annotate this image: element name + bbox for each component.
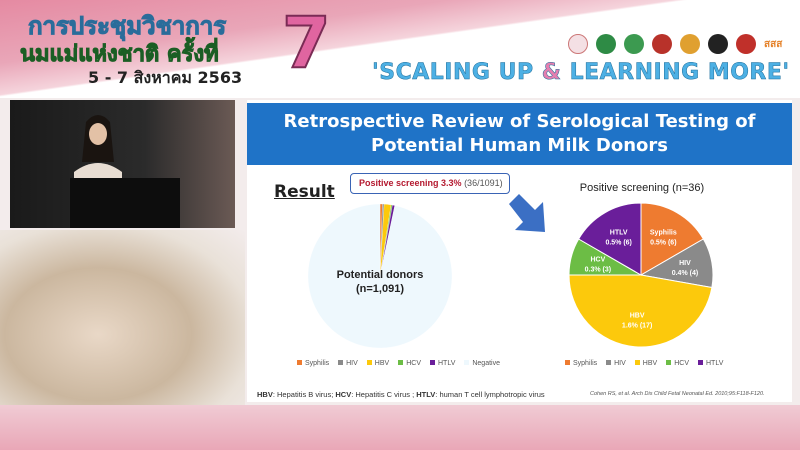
sponsor-logos: สสส: [568, 34, 782, 54]
event-slogan: 'SCALING UP & LEARNING MORE': [372, 60, 790, 86]
footnote-abbr: HTLV: [416, 390, 436, 399]
royal-emblem-icon: [652, 34, 672, 54]
legend-swatch: [565, 360, 570, 365]
donors-pie-legend: Syphilis HIV HBV HCV HTLV Negative: [297, 360, 500, 367]
crest-logo-icon: [680, 34, 700, 54]
footnote-abbr: HCV: [335, 390, 352, 399]
event-title-line1: การประชุมวิชาการ: [27, 12, 227, 41]
thaihealth-logo: สสส: [764, 38, 783, 50]
data-label-hiv: HIV: [679, 260, 691, 267]
data-label-hbv: 1.6% (17): [622, 322, 652, 329]
legend-item-htlv: HTLV: [697, 360, 723, 367]
legend-swatch: [666, 360, 672, 365]
data-label-syphilis: Syphilis: [650, 229, 677, 236]
pie-slice-hbv: [569, 274, 713, 347]
legend-swatch: [697, 360, 703, 365]
positive-pie-legend: Syphilis HIV HBV HCV HTLV: [565, 360, 723, 367]
presentation-slide: Retrospective Review of Serological Test…: [247, 100, 792, 402]
legend-item-hbv: HBV: [366, 360, 389, 367]
legend-swatch: [366, 360, 372, 365]
arrow-icon: [509, 194, 545, 232]
edition-number: 7: [281, 1, 332, 85]
data-label-hcv: 0.3% (3): [585, 266, 611, 273]
data-label-htlv: 0.5% (6): [605, 239, 631, 246]
legend-item-hcv: HCV: [398, 360, 421, 367]
abbreviations-footnote: HBV: Hepatitis B virus; HCV: Hepatitis C…: [257, 390, 545, 399]
background-child-photo: [0, 230, 245, 420]
legend-swatch: [634, 360, 640, 365]
pie-slice-htlv: [577, 203, 642, 276]
donors-pie-chart: [308, 204, 452, 348]
pie-slice-syphilis: [640, 203, 705, 276]
health-dept-logo-icon: [624, 34, 644, 54]
data-label-hcv: HCV: [590, 256, 605, 263]
moph-logo-icon: [596, 34, 616, 54]
legend-swatch: [606, 360, 612, 365]
citation: Cohen RS, et al. Arch Dis Child Fetal Ne…: [590, 391, 765, 397]
footnote-abbr: HBV: [257, 390, 273, 399]
legend-swatch: [338, 360, 344, 365]
event-title-line2: นมแม่แห่งชาติ ครั้งที่: [20, 42, 220, 68]
mother-logo-icon: [568, 34, 588, 54]
positive-pie-chart: Syphilis 0.5% (6) HIV 0.4% (4) HBV 1.6% (17) H…: [569, 203, 713, 347]
slide-title: Retrospective Review of Serological Test…: [247, 103, 792, 165]
legend-item-syphilis: Syphilis: [565, 360, 597, 367]
positive-callout: Positive screening 3.3% (36/1091): [350, 173, 510, 194]
donors-pie-label: Potential donors (n=1,091): [336, 269, 424, 295]
legend-item-hiv: HIV: [338, 360, 358, 367]
data-label-hbv: HBV: [630, 312, 645, 319]
pie-slice-negative: [308, 204, 452, 348]
event-banner: การประชุมวิชาการ นมแม่แห่งชาติ ครั้งที่ …: [0, 0, 800, 98]
legend-item-hiv: HIV: [606, 360, 626, 367]
presenter-video: [10, 100, 235, 228]
podium: [70, 178, 180, 228]
university-logo-icon: [708, 34, 728, 54]
legend-swatch: [429, 360, 435, 365]
legend-swatch: [398, 360, 404, 365]
positive-pie-title: Positive screening (n=36): [579, 182, 705, 194]
data-label-hiv: 0.4% (4): [672, 270, 698, 277]
legend-item-syphilis: Syphilis: [297, 360, 329, 367]
legend-item-hcv: HCV: [666, 360, 689, 367]
data-label-syphilis: 0.5% (6): [650, 239, 676, 246]
society-logo-icon: [736, 34, 756, 54]
data-label-htlv: HTLV: [610, 229, 628, 236]
bottom-banner: [0, 405, 800, 450]
legend-item-negative: Negative: [464, 360, 500, 367]
result-heading: Result: [274, 182, 335, 202]
legend-item-htlv: HTLV: [429, 360, 455, 367]
event-date: 5 - 7 สิงหาคม 2563: [88, 68, 243, 87]
legend-swatch: [297, 360, 302, 365]
legend-swatch: [464, 360, 470, 365]
legend-item-hbv: HBV: [634, 360, 657, 367]
